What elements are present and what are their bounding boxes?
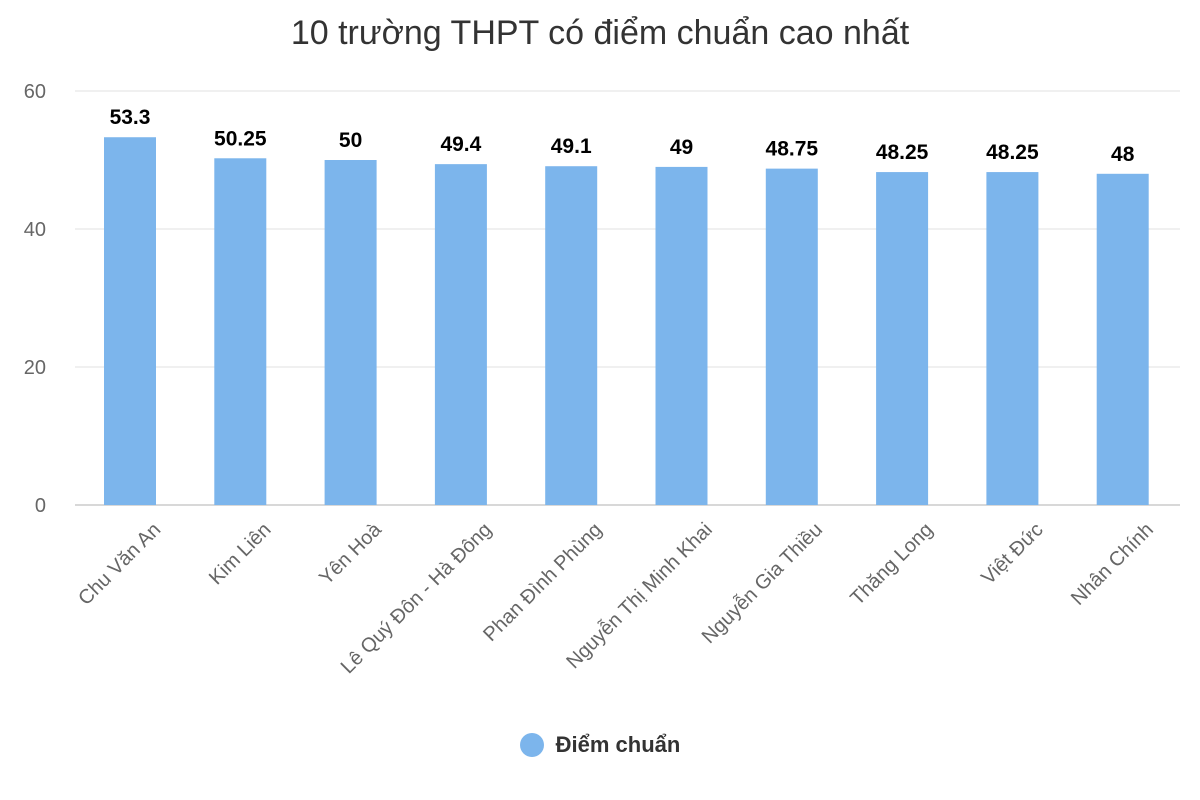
x-tick-label: Thăng Long — [846, 519, 937, 610]
y-tick-label: 60 — [24, 81, 46, 103]
x-tick-label: Việt Đức — [977, 519, 1047, 589]
y-tick-label: 0 — [35, 495, 46, 517]
bar[interactable] — [104, 137, 156, 506]
bars — [104, 137, 1149, 506]
bar[interactable] — [324, 160, 377, 505]
data-label: 48 — [1111, 143, 1135, 166]
bar[interactable] — [1096, 173, 1149, 506]
data-label: 48.25 — [876, 141, 929, 164]
y-tick-label: 20 — [24, 357, 46, 379]
x-tick-label: Chu Văn An — [74, 519, 165, 610]
bar[interactable] — [655, 166, 708, 505]
x-tick-label: Yên Hoà — [315, 518, 386, 589]
x-tick-label: Phan Đình Phùng — [479, 519, 606, 646]
bar[interactable] — [876, 172, 929, 505]
data-label: 50.25 — [214, 127, 267, 150]
y-axis-ticks: 0 20 40 60 — [24, 81, 46, 517]
x-tick-label: Kim Liên — [205, 519, 276, 590]
data-label: 49.4 — [440, 133, 481, 156]
chart-title: 10 trường THPT có điểm chuẩn cao nhất — [290, 14, 910, 52]
bar[interactable] — [986, 172, 1039, 505]
bar[interactable] — [434, 164, 487, 505]
bar[interactable] — [765, 168, 818, 505]
bar[interactable] — [214, 158, 267, 505]
bar[interactable] — [545, 166, 598, 505]
data-labels: 53.3 50.25 50 49.4 49.1 49 48.75 48.25 48.25 48 — [110, 106, 1135, 166]
x-tick-label: Nguyễn Gia Thiều — [697, 518, 827, 648]
legend-label: Điểm chuẩn — [555, 732, 681, 757]
data-label: 48.75 — [766, 138, 819, 161]
legend-swatch — [519, 733, 544, 757]
data-label: 48.25 — [986, 141, 1039, 164]
y-tick-label: 40 — [24, 219, 46, 241]
data-label: 53.3 — [110, 106, 151, 129]
data-label: 49.1 — [551, 135, 592, 158]
legend[interactable]: Điểm chuẩn — [0, 732, 1200, 758]
x-tick-label: Nhân Chính — [1067, 519, 1158, 610]
data-label: 50 — [339, 129, 362, 152]
data-label: 49 — [670, 136, 693, 159]
